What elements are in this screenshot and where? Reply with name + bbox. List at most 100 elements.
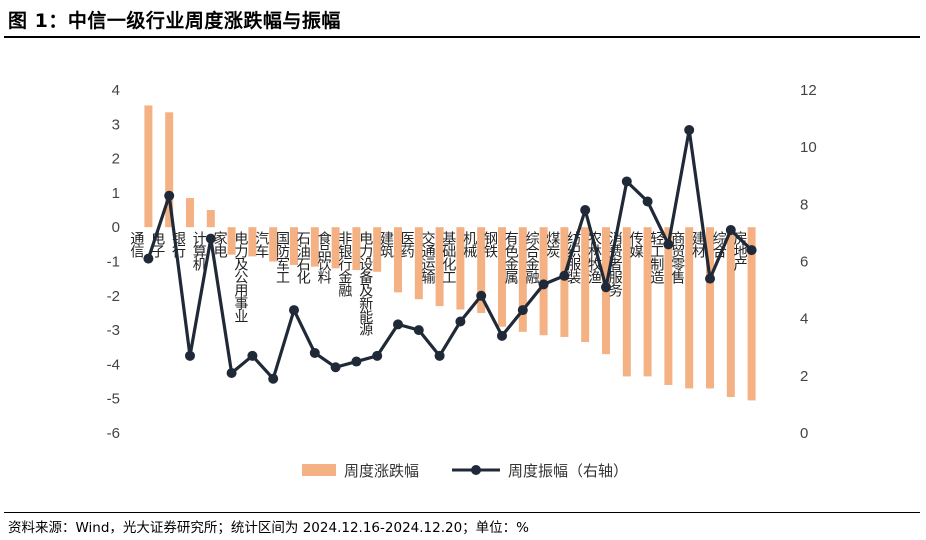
right-axis-tick: 12 <box>800 82 817 99</box>
left-axis-tick: -3 <box>107 322 120 339</box>
left-axis-tick: -2 <box>107 288 120 305</box>
bar <box>726 227 735 397</box>
bar <box>248 227 257 257</box>
bar <box>394 227 402 293</box>
category-label: 石油石化 <box>295 231 311 285</box>
bar <box>622 227 631 377</box>
right-axis-tick: 0 <box>800 425 808 442</box>
bar <box>414 227 423 300</box>
left-axis-tick: 4 <box>112 82 120 99</box>
amplitude-point <box>413 325 424 336</box>
amplitude-point <box>226 367 237 378</box>
title-rule <box>4 36 920 38</box>
category-label: 有色金属 <box>503 231 519 284</box>
left-axis-tick: 3 <box>112 116 120 133</box>
bar <box>165 112 174 228</box>
amplitude-point <box>164 190 175 201</box>
amplitude-point <box>247 350 258 361</box>
bar <box>435 227 444 307</box>
amplitude-point <box>705 273 715 284</box>
category-label: 汽车 <box>253 231 269 258</box>
category-label: 建材 <box>690 231 706 258</box>
bar <box>331 227 340 269</box>
source-rule <box>4 512 920 513</box>
category-label: 传媒 <box>628 231 644 258</box>
legend-swatch-bar <box>302 464 336 476</box>
legend-label-line: 周度振幅（右轴） <box>508 462 628 480</box>
amplitude-point <box>372 350 383 361</box>
amplitude-point <box>642 196 653 207</box>
legend-label-bar: 周度涨跌幅 <box>344 462 419 480</box>
amplitude-point <box>538 279 549 290</box>
bar <box>456 227 465 310</box>
category-label: 电力设备及新能源 <box>357 231 373 336</box>
category-label: 计算机 <box>191 231 207 272</box>
amplitude-point <box>684 125 695 136</box>
category-label: 通信 <box>128 231 144 258</box>
bar <box>643 227 652 377</box>
bar <box>290 227 298 265</box>
amplitude-point <box>580 205 591 216</box>
bar <box>206 210 215 228</box>
category-label: 电力及公用事业 <box>232 231 248 323</box>
amplitude-point <box>351 356 362 367</box>
bar <box>747 227 756 401</box>
bar <box>706 227 714 389</box>
amplitude-point <box>185 350 195 361</box>
right-axis-tick: 6 <box>800 254 808 271</box>
bar <box>227 227 236 255</box>
amplitude-point <box>455 316 466 327</box>
chart-title: 图 1：中信一级行业周度涨跌幅与振幅 <box>8 10 341 32</box>
amplitude-point <box>393 319 403 330</box>
left-axis-tick: 2 <box>112 151 120 168</box>
category-label: 机械 <box>461 231 477 258</box>
bar <box>581 227 590 343</box>
left-axis-tick: -5 <box>107 391 120 408</box>
legend-marker-line <box>471 465 481 475</box>
left-axis-tick: -4 <box>107 356 120 373</box>
category-label: 农林牧渔 <box>586 231 602 284</box>
amplitude-point <box>601 282 611 293</box>
bar <box>144 105 153 228</box>
category-label: 医药 <box>399 231 415 258</box>
category-label: 非银行金融 <box>336 231 352 297</box>
left-axis-tick: -6 <box>107 425 120 442</box>
amplitude-point <box>663 239 674 250</box>
amplitude-point <box>621 176 632 187</box>
category-label: 国防军工 <box>274 231 290 283</box>
bar <box>269 227 278 262</box>
category-label: 交通运输 <box>420 231 436 285</box>
amplitude-point <box>725 225 736 236</box>
amplitude-point <box>143 253 154 264</box>
bar <box>186 198 194 228</box>
bar <box>352 227 361 271</box>
bar <box>518 227 527 332</box>
category-label: 轻工制造 <box>648 231 664 285</box>
category-label: 纺织服装 <box>565 231 581 284</box>
right-axis-tick: 8 <box>800 196 808 213</box>
amplitude-point <box>476 290 487 301</box>
amplitude-point <box>434 350 445 361</box>
category-label: 基础化工 <box>440 231 456 284</box>
bar <box>498 227 506 327</box>
category-label: 电子 <box>149 231 165 258</box>
bar <box>560 227 569 337</box>
bar <box>310 227 319 267</box>
amplitude-point <box>268 373 279 384</box>
left-axis-tick: 1 <box>112 185 120 202</box>
category-label: 建筑 <box>378 231 394 259</box>
category-label: 综合金融 <box>524 231 540 284</box>
left-axis-tick: 0 <box>112 219 120 236</box>
bar <box>373 227 382 272</box>
amplitude-point <box>330 362 341 373</box>
amplitude-point <box>205 233 216 244</box>
left-axis-tick: -1 <box>107 254 120 271</box>
right-axis-tick: 10 <box>800 139 817 156</box>
category-label: 消费者服务 <box>607 231 623 297</box>
category-label: 钢铁 <box>482 231 498 258</box>
right-axis-tick: 4 <box>800 311 808 328</box>
category-label: 煤炭 <box>544 231 560 258</box>
amplitude-point <box>746 245 757 256</box>
amplitude-point <box>559 270 570 281</box>
